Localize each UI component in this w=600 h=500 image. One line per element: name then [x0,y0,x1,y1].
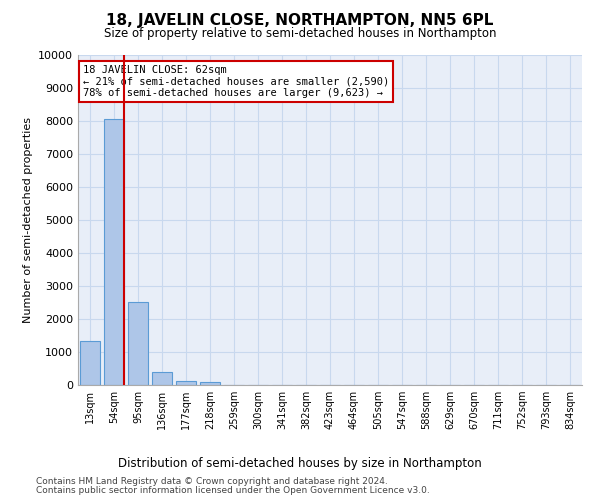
Bar [128,302,148,385]
Bar [200,382,220,385]
Bar [176,380,196,385]
Text: 18, JAVELIN CLOSE, NORTHAMPTON, NN5 6PL: 18, JAVELIN CLOSE, NORTHAMPTON, NN5 6PL [106,12,494,28]
Bar [104,120,124,385]
Text: 18 JAVELIN CLOSE: 62sqm
← 21% of semi-detached houses are smaller (2,590)
78% of: 18 JAVELIN CLOSE: 62sqm ← 21% of semi-de… [83,65,389,98]
Text: Size of property relative to semi-detached houses in Northampton: Size of property relative to semi-detach… [104,28,496,40]
Bar [80,342,100,385]
Bar [152,372,172,385]
Text: Contains public sector information licensed under the Open Government Licence v3: Contains public sector information licen… [36,486,430,495]
Y-axis label: Number of semi-detached properties: Number of semi-detached properties [23,117,32,323]
Text: Distribution of semi-detached houses by size in Northampton: Distribution of semi-detached houses by … [118,458,482,470]
Text: Contains HM Land Registry data © Crown copyright and database right 2024.: Contains HM Land Registry data © Crown c… [36,477,388,486]
